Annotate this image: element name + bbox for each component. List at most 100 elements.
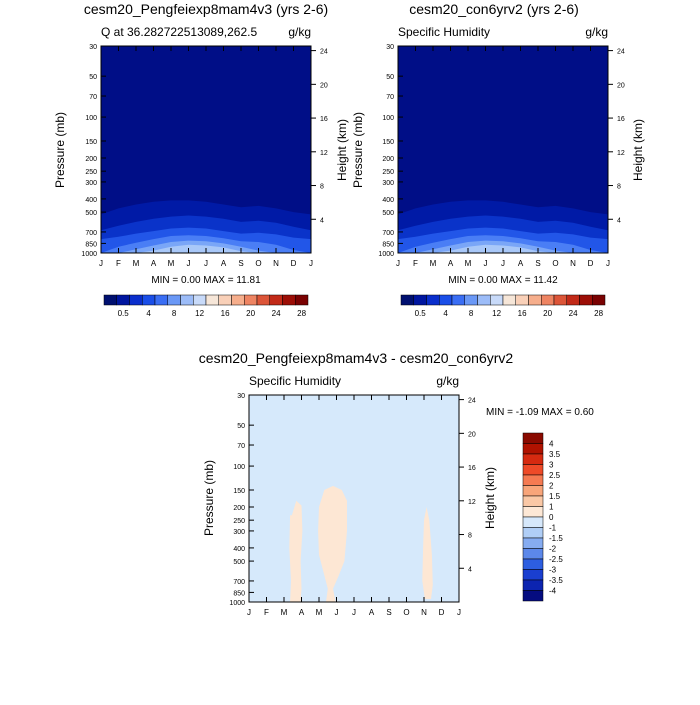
panel-diff-colorbar-label: 2 [549, 482, 554, 491]
panel-exp-pressure-label: 300 [85, 180, 97, 187]
panel-diff-pressure-label: 700 [233, 579, 245, 586]
panel-diff-colorbar-swatch [522, 443, 544, 455]
panel-exp-month-label: J [309, 259, 313, 268]
panel-exp-month-label: N [273, 259, 279, 268]
panel-exp-colorbar-swatch [116, 294, 130, 306]
panel-ctrl-month-label: A [448, 259, 454, 268]
panel-exp-subtitle: Q at 36.282722513089,262.5 [101, 25, 257, 39]
panel-diff-positive-region [422, 507, 433, 599]
panel-diff-colorbar-swatch [522, 579, 544, 591]
panel-exp-pressure-label: 30 [89, 44, 97, 51]
panel-diff-colorbar-swatch [522, 495, 544, 507]
panel-diff-colorbar-swatch [522, 548, 544, 560]
panel-exp-month-label: M [133, 259, 140, 268]
panel-diff-colorbar-swatch [522, 558, 544, 570]
panel-ctrl-height-label: 4 [617, 217, 621, 224]
panel-exp-colorbar-label: 24 [272, 309, 281, 318]
panel-diff-pressure-label: 150 [233, 488, 245, 495]
panel-diff-colorbar-swatch [522, 453, 544, 465]
panel-ctrl-pressure-label: 250 [382, 169, 394, 176]
panel-diff-colorbar-swatch [522, 569, 544, 581]
panel-exp-pressure-label: 250 [85, 169, 97, 176]
panel-diff-colorbar-swatch [522, 474, 544, 486]
panel-diff-height-label: 24 [468, 398, 476, 405]
panel-diff-pressure-label: 70 [237, 443, 245, 450]
panel-diff-colorbar-label: 1.5 [549, 492, 561, 501]
panel-diff-colorbar-label: 3 [549, 461, 554, 470]
panel-ctrl-pressure-label: 50 [386, 74, 394, 81]
panel-ctrl-colorbar: 0.5 4 8 12 16 20 24 28 [400, 294, 606, 318]
panel-diff-contours [249, 395, 459, 602]
panel-diff-positive-region [289, 500, 303, 602]
panel-exp-minmax: MIN = 0.00 MAX = 11.81 [151, 275, 261, 286]
panel-exp-axes: J F M A M J J A S O N D J 30 50 70 100 150 200 250 300 400 500… [81, 44, 327, 268]
panel-diff-pressure-label: 500 [233, 559, 245, 566]
panel-exp-colorbar-swatch [256, 294, 270, 306]
panel-ctrl-ylabel-right: Height (km) [631, 119, 645, 181]
panel-exp-pressure-label: 200 [85, 156, 97, 163]
panel-exp-colorbar-swatch [154, 294, 168, 306]
panel-exp-colorbar-swatch [244, 294, 258, 306]
panel-ctrl-contours [398, 46, 608, 253]
panel-exp-colorbar-swatch [180, 294, 194, 306]
panel-ctrl-colorbar-swatch [553, 294, 567, 306]
panel-diff-pressure-label: 1000 [229, 600, 245, 607]
panel-exp-height-label: 16 [320, 116, 328, 123]
panel-ctrl-colorbar-label: 28 [594, 309, 603, 318]
panel-diff-month-label: J [335, 608, 339, 617]
panel-diff-colorbar-label: 0 [549, 513, 554, 522]
panel-exp-units: g/kg [288, 25, 311, 39]
panel-exp-colorbar-label: 8 [172, 309, 177, 318]
panel-diff-colorbar-swatch [522, 527, 544, 539]
panel-diff-month-label: J [457, 608, 461, 617]
panel-exp-month-label: J [187, 259, 191, 268]
panel-diff-colorbar-swatch [522, 537, 544, 549]
panel-ctrl-height-label: 12 [617, 150, 625, 157]
panel-ctrl-pressure-label: 70 [386, 94, 394, 101]
panel-diff-month-label: A [369, 608, 375, 617]
panel-diff-month-label: O [403, 608, 409, 617]
panel-diff-colorbar-swatch [522, 590, 544, 602]
panel-exp-contours [101, 46, 311, 253]
panel-ctrl-units: g/kg [585, 25, 608, 39]
panel-ctrl-pressure-label: 200 [382, 156, 394, 163]
panel-exp-colorbar-swatch [205, 294, 219, 306]
panel-ctrl-height-label: 20 [617, 82, 625, 89]
panel-exp-pressure-label: 100 [85, 115, 97, 122]
panel-ctrl: cesm20_con6yrv2 (yrs 2-6) Specific Humid… [351, 1, 645, 318]
panel-diff-height-label: 20 [468, 431, 476, 438]
panel-ctrl-pressure-label: 1000 [378, 251, 394, 258]
panel-ctrl-colorbar-swatch [566, 294, 580, 306]
panel-ctrl-colorbar-swatch [541, 294, 555, 306]
panel-ctrl-pressure-label: 400 [382, 197, 394, 204]
panel-ctrl-pressure-label: 100 [382, 115, 394, 122]
panel-diff-height-label: 8 [468, 533, 472, 540]
panel-exp-colorbar-label: 4 [146, 309, 151, 318]
panel-diff-pressure-label: 30 [237, 393, 245, 400]
panel-ctrl-colorbar-swatch [413, 294, 427, 306]
panel-ctrl-colorbar-swatch [515, 294, 529, 306]
panel-exp-month-label: F [116, 259, 121, 268]
panel-ctrl-colorbar-swatch [439, 294, 453, 306]
panel-diff-month-label: M [281, 608, 288, 617]
panel-exp-colorbar-swatch [167, 294, 181, 306]
panel-ctrl-month-label: J [501, 259, 505, 268]
panel-diff-minmax: MIN = -1.09 MAX = 0.60 [486, 407, 594, 418]
panel-diff-month-label: D [439, 608, 445, 617]
panel-diff-colorbar-label: -1 [549, 524, 557, 533]
panel-exp-month-label: M [168, 259, 175, 268]
panel-diff-height-label: 4 [468, 566, 472, 573]
panel-ctrl-month-label: S [535, 259, 540, 268]
panel-ctrl-colorbar-swatch [592, 294, 606, 306]
panel-ctrl-month-label: F [413, 259, 418, 268]
panel-ctrl-colorbar-label: 8 [469, 309, 474, 318]
panel-ctrl-colorbar-swatch [502, 294, 516, 306]
panel-exp-colorbar-label: 20 [246, 309, 255, 318]
panel-ctrl-title: cesm20_con6yrv2 (yrs 2-6) [409, 1, 579, 17]
panel-ctrl-month-label: M [430, 259, 437, 268]
panel-diff-colorbar-label: -4 [549, 587, 557, 596]
panel-ctrl-month-label: J [484, 259, 488, 268]
panel-diff-pressure-label: 200 [233, 505, 245, 512]
panel-ctrl-pressure-label: 300 [382, 180, 394, 187]
panel-ctrl-height-label: 8 [617, 184, 621, 191]
